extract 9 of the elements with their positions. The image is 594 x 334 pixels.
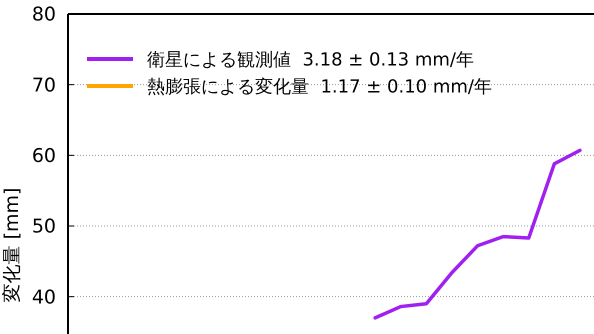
y-tick-label: 40 [32,286,56,308]
legend-label: 衛星による観測値 3.18 ± 0.13 mm/年 [147,49,474,70]
y-tick-label: 80 [32,4,56,26]
line-series [373,148,582,320]
y-tick-label: 50 [32,216,56,238]
y-tick-label: 60 [32,144,56,167]
y-axis-title: 変化量 [mm] [1,188,23,302]
y-tick-label: 70 [32,74,56,96]
legend-label: 熱膨張による変化量 1.17 ± 0.10 mm/年 [147,76,492,98]
